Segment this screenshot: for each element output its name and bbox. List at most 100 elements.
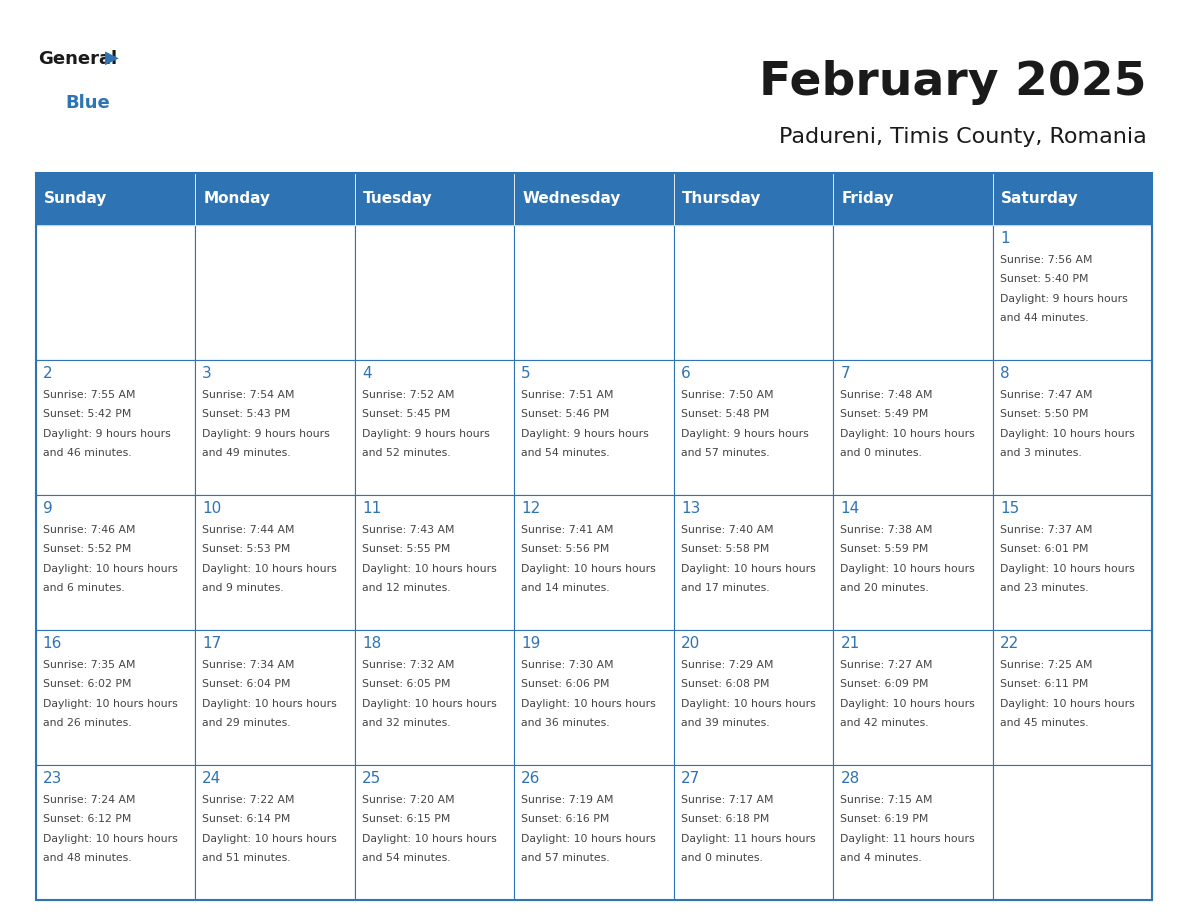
Text: Sunset: 6:14 PM: Sunset: 6:14 PM	[202, 814, 291, 824]
Bar	[195, 173, 355, 225]
Text: Daylight: 10 hours hours: Daylight: 10 hours hours	[522, 699, 656, 709]
Text: Daylight: 10 hours hours: Daylight: 10 hours hours	[522, 564, 656, 574]
Text: 21: 21	[840, 636, 860, 651]
Bar	[674, 360, 833, 495]
Bar	[195, 495, 355, 630]
Text: 2: 2	[43, 366, 52, 381]
Bar	[674, 173, 833, 225]
Text: Sunrise: 7:46 AM: Sunrise: 7:46 AM	[43, 525, 135, 535]
Bar	[355, 225, 514, 360]
Text: 7: 7	[840, 366, 851, 381]
Text: Wednesday: Wednesday	[523, 191, 621, 207]
Bar	[833, 360, 993, 495]
Text: and 36 minutes.: and 36 minutes.	[522, 718, 609, 728]
Bar	[36, 225, 195, 360]
Bar	[993, 360, 1152, 495]
Text: and 26 minutes.: and 26 minutes.	[43, 718, 132, 728]
Text: Daylight: 10 hours hours: Daylight: 10 hours hours	[1000, 564, 1135, 574]
Text: Sunset: 5:49 PM: Sunset: 5:49 PM	[840, 409, 929, 420]
Text: Sunrise: 7:51 AM: Sunrise: 7:51 AM	[522, 390, 614, 400]
Text: Daylight: 11 hours hours: Daylight: 11 hours hours	[840, 834, 975, 844]
Text: 26: 26	[522, 771, 541, 786]
Bar	[514, 765, 674, 900]
Bar	[993, 173, 1152, 225]
Text: Sunset: 5:42 PM: Sunset: 5:42 PM	[43, 409, 131, 420]
Text: ▶: ▶	[105, 49, 119, 67]
Text: Sunrise: 7:47 AM: Sunrise: 7:47 AM	[1000, 390, 1093, 400]
Text: Sunset: 6:02 PM: Sunset: 6:02 PM	[43, 679, 131, 689]
Bar	[514, 173, 674, 225]
Text: 3: 3	[202, 366, 211, 381]
Text: Sunrise: 7:19 AM: Sunrise: 7:19 AM	[522, 795, 614, 805]
Text: and 3 minutes.: and 3 minutes.	[1000, 448, 1082, 458]
Text: Sunrise: 7:15 AM: Sunrise: 7:15 AM	[840, 795, 933, 805]
Bar	[36, 495, 195, 630]
Text: Sunset: 5:50 PM: Sunset: 5:50 PM	[1000, 409, 1088, 420]
Text: Daylight: 10 hours hours: Daylight: 10 hours hours	[202, 564, 337, 574]
Text: 22: 22	[1000, 636, 1019, 651]
Text: 18: 18	[362, 636, 381, 651]
Text: Sunset: 5:55 PM: Sunset: 5:55 PM	[362, 544, 450, 554]
Text: Saturday: Saturday	[1001, 191, 1079, 207]
Text: Sunset: 5:43 PM: Sunset: 5:43 PM	[202, 409, 291, 420]
Text: Daylight: 9 hours hours: Daylight: 9 hours hours	[681, 429, 809, 439]
Text: Daylight: 10 hours hours: Daylight: 10 hours hours	[43, 834, 177, 844]
Text: and 14 minutes.: and 14 minutes.	[522, 583, 609, 593]
Bar	[514, 495, 674, 630]
Text: Sunrise: 7:25 AM: Sunrise: 7:25 AM	[1000, 660, 1093, 670]
Text: Sunset: 5:58 PM: Sunset: 5:58 PM	[681, 544, 770, 554]
Bar	[993, 225, 1152, 360]
Text: 11: 11	[362, 501, 381, 516]
Text: Daylight: 10 hours hours: Daylight: 10 hours hours	[681, 699, 816, 709]
Text: Sunrise: 7:43 AM: Sunrise: 7:43 AM	[362, 525, 454, 535]
Text: Sunrise: 7:55 AM: Sunrise: 7:55 AM	[43, 390, 135, 400]
Text: Sunset: 6:18 PM: Sunset: 6:18 PM	[681, 814, 770, 824]
Text: February 2025: February 2025	[759, 60, 1146, 105]
Text: Sunrise: 7:30 AM: Sunrise: 7:30 AM	[522, 660, 614, 670]
Text: Sunrise: 7:17 AM: Sunrise: 7:17 AM	[681, 795, 773, 805]
Bar	[993, 495, 1152, 630]
Bar	[993, 765, 1152, 900]
Bar	[36, 630, 195, 765]
Bar	[355, 495, 514, 630]
Text: Daylight: 10 hours hours: Daylight: 10 hours hours	[362, 834, 497, 844]
Text: and 0 minutes.: and 0 minutes.	[840, 448, 922, 458]
Text: Daylight: 10 hours hours: Daylight: 10 hours hours	[362, 699, 497, 709]
Text: Sunset: 6:06 PM: Sunset: 6:06 PM	[522, 679, 609, 689]
Bar	[674, 765, 833, 900]
Bar	[195, 225, 355, 360]
Bar	[833, 225, 993, 360]
Text: 17: 17	[202, 636, 221, 651]
Text: Daylight: 10 hours hours: Daylight: 10 hours hours	[840, 564, 975, 574]
Text: Sunset: 6:15 PM: Sunset: 6:15 PM	[362, 814, 450, 824]
Text: and 46 minutes.: and 46 minutes.	[43, 448, 132, 458]
Text: General: General	[38, 50, 118, 69]
Text: Blue: Blue	[65, 94, 110, 112]
Bar	[36, 173, 195, 225]
Text: Sunset: 5:56 PM: Sunset: 5:56 PM	[522, 544, 609, 554]
Text: Sunset: 5:45 PM: Sunset: 5:45 PM	[362, 409, 450, 420]
Bar	[833, 765, 993, 900]
Text: 9: 9	[43, 501, 52, 516]
Bar	[195, 765, 355, 900]
Text: Sunrise: 7:27 AM: Sunrise: 7:27 AM	[840, 660, 933, 670]
Text: 13: 13	[681, 501, 700, 516]
Text: Padureni, Timis County, Romania: Padureni, Timis County, Romania	[778, 127, 1146, 147]
Text: Sunset: 5:48 PM: Sunset: 5:48 PM	[681, 409, 770, 420]
Text: 19: 19	[522, 636, 541, 651]
Text: and 39 minutes.: and 39 minutes.	[681, 718, 770, 728]
Text: Daylight: 10 hours hours: Daylight: 10 hours hours	[840, 699, 975, 709]
Text: Daylight: 9 hours hours: Daylight: 9 hours hours	[362, 429, 489, 439]
Text: 27: 27	[681, 771, 700, 786]
Text: Sunrise: 7:44 AM: Sunrise: 7:44 AM	[202, 525, 295, 535]
Text: Daylight: 9 hours hours: Daylight: 9 hours hours	[202, 429, 330, 439]
Bar	[355, 173, 514, 225]
Text: Sunset: 6:11 PM: Sunset: 6:11 PM	[1000, 679, 1088, 689]
Text: Sunrise: 7:24 AM: Sunrise: 7:24 AM	[43, 795, 135, 805]
Bar	[674, 225, 833, 360]
Text: Sunrise: 7:38 AM: Sunrise: 7:38 AM	[840, 525, 933, 535]
Text: Sunset: 6:19 PM: Sunset: 6:19 PM	[840, 814, 929, 824]
Text: Sunrise: 7:34 AM: Sunrise: 7:34 AM	[202, 660, 295, 670]
Text: Sunset: 5:53 PM: Sunset: 5:53 PM	[202, 544, 291, 554]
Text: Sunrise: 7:52 AM: Sunrise: 7:52 AM	[362, 390, 454, 400]
